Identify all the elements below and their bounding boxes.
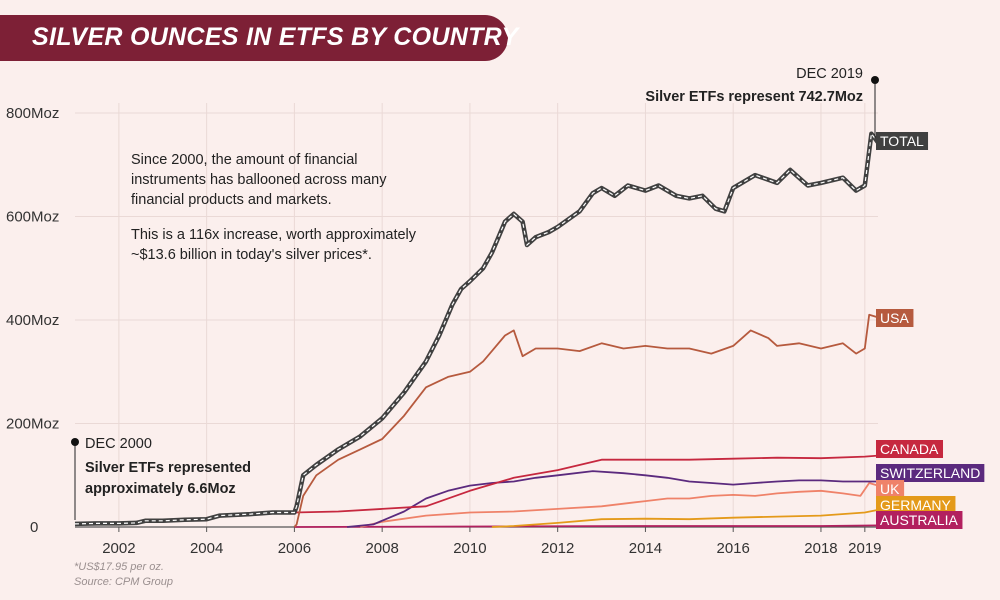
x-tick-label: 2002 — [102, 540, 135, 557]
series-label-text: UK — [880, 481, 900, 497]
series-line-total-dash — [74, 132, 879, 525]
series-label-bg — [876, 132, 929, 150]
x-tick-label: 2006 — [278, 540, 311, 557]
series-line-uk — [359, 482, 879, 528]
series-label-bg — [876, 480, 905, 498]
series-label-bg — [876, 440, 944, 458]
end-value-annotation: Silver ETFs represent 742.7Moz — [645, 89, 863, 105]
x-tick-label: 2019 — [848, 540, 881, 557]
series-label-usa: USA — [876, 309, 914, 327]
title-banner: SILVER OUNCES IN ETFS BY COUNTRY — [0, 15, 518, 61]
series-label-australia: AUSTRALIA — [876, 511, 963, 529]
series-label-text: CANADA — [880, 441, 939, 457]
series-label-canada: CANADA — [876, 440, 944, 458]
series-label-text: TOTAL — [880, 133, 924, 149]
series-line-switzerland — [347, 470, 878, 528]
y-tick-label: 0 — [30, 519, 38, 536]
series-line-germany — [491, 509, 879, 528]
note-paragraph-1: Since 2000, the amount of financial inst… — [131, 152, 387, 208]
x-tick-label: 2008 — [365, 540, 398, 557]
footnote: *US$17.95 per oz. — [74, 561, 164, 573]
x-tick-label: 2016 — [717, 540, 750, 557]
series-label-text: SWITZERLAND — [880, 465, 980, 481]
chart-title: SILVER OUNCES IN ETFS BY COUNTRY — [32, 23, 519, 51]
series-label-switzerland: SWITZERLAND — [876, 464, 985, 482]
series-line-australia — [294, 524, 879, 528]
series-label-bg — [876, 309, 914, 327]
series-label-text: GERMANY — [880, 497, 951, 513]
end-date-annotation: DEC 2019 — [796, 66, 863, 82]
y-tick-label: 600Moz — [6, 209, 59, 226]
y-tick-label: 400Moz — [6, 312, 59, 329]
series-line-usa — [293, 313, 879, 528]
end-annotation-dot — [871, 76, 879, 84]
x-tick-label: 2018 — [804, 540, 837, 557]
series-label-bg — [876, 496, 956, 514]
x-tick-label: 2014 — [629, 540, 662, 557]
series-label-total: TOTAL — [876, 132, 929, 150]
note-paragraph-2: This is a 116x increase, worth approxima… — [131, 227, 417, 263]
series-label-uk: UK — [876, 480, 905, 498]
start-date-annotation: DEC 2000 — [85, 436, 152, 452]
series-label-bg — [876, 464, 985, 482]
start-annotation-dot — [71, 438, 79, 446]
series-label-bg — [876, 511, 963, 529]
x-tick-label: 2004 — [190, 540, 223, 557]
source-note: Source: CPM Group — [74, 576, 174, 588]
series-line-canada — [294, 454, 879, 514]
y-tick-label: 200Moz — [6, 416, 59, 433]
x-tick-label: 2012 — [541, 540, 574, 557]
start-value-annotation: Silver ETFs represented approximately 6.… — [85, 460, 252, 497]
series-label-germany: GERMANY — [876, 496, 956, 514]
series-label-text: AUSTRALIA — [880, 512, 958, 528]
x-tick-label: 2010 — [453, 540, 486, 557]
y-tick-label: 800Moz — [6, 105, 59, 122]
series-label-text: USA — [880, 310, 909, 326]
